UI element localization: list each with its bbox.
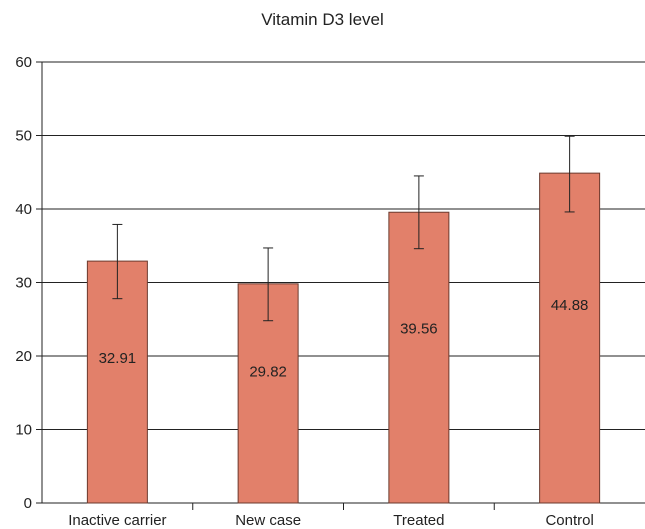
x-tick-label-3: Control: [545, 512, 593, 529]
x-tick-label-2: Treated: [393, 512, 444, 529]
y-tick-label-0: 0: [24, 495, 32, 512]
data-label-3: 44.88: [551, 297, 589, 314]
data-label-2: 39.56: [400, 321, 438, 338]
chart-title: Vitamin D3 level: [261, 10, 384, 29]
y-tick-label-5: 50: [15, 128, 32, 145]
x-tick-label-0: Inactive carrier: [68, 512, 166, 529]
y-tick-label-4: 40: [15, 201, 32, 218]
data-label-0: 32.91: [99, 350, 137, 367]
data-label-1: 29.82: [249, 363, 287, 380]
bar-3: [539, 172, 601, 504]
y-tick-label-3: 30: [15, 275, 32, 292]
x-tick-label-1: New case: [235, 512, 301, 529]
y-tick-label-1: 10: [15, 422, 32, 439]
bar-0: [86, 260, 148, 504]
y-tick-label-6: 60: [15, 54, 32, 71]
y-tick-label-2: 20: [15, 348, 32, 365]
bar-2: [388, 211, 450, 504]
